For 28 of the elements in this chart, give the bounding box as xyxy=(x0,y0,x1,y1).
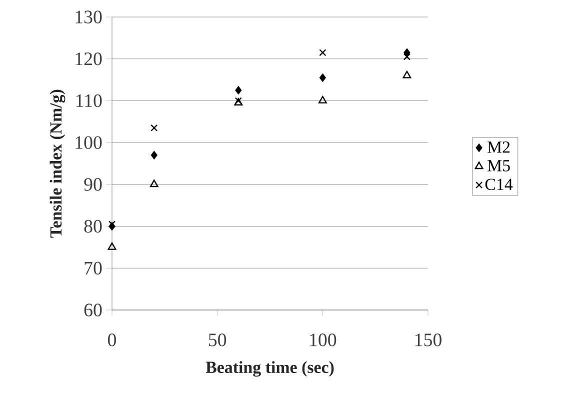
legend-label: C14 xyxy=(485,178,513,190)
legend-label: M2 xyxy=(488,141,510,153)
y-tick-label: 120 xyxy=(76,52,102,66)
point xyxy=(150,124,158,132)
point xyxy=(403,53,410,60)
point xyxy=(318,96,327,104)
x-axis-title: Beating time (sec) xyxy=(206,361,334,377)
y-tick-label: 90 xyxy=(84,178,102,191)
y-tick-label: 70 xyxy=(84,262,102,275)
y-tick-label: 80 xyxy=(84,220,102,233)
point xyxy=(402,70,412,78)
y-axis-title: Tensile index (Nm/g) xyxy=(50,90,66,238)
point xyxy=(235,86,242,95)
x-tick-label: 100 xyxy=(310,334,336,346)
point xyxy=(108,242,116,250)
point xyxy=(319,73,326,82)
y-tick-label: 100 xyxy=(76,136,102,149)
y-tick-label: 60 xyxy=(84,304,102,316)
point xyxy=(108,220,116,228)
point xyxy=(150,180,158,188)
y-tick-label: 110 xyxy=(76,94,102,108)
point xyxy=(319,49,326,56)
y-tick-label: 130 xyxy=(76,10,102,24)
x-tick-label: 0 xyxy=(108,334,116,346)
x-tick-label: 150 xyxy=(415,334,442,346)
point xyxy=(150,150,158,160)
x-tick-label: 50 xyxy=(208,334,226,346)
legend-label: M5 xyxy=(488,160,510,172)
